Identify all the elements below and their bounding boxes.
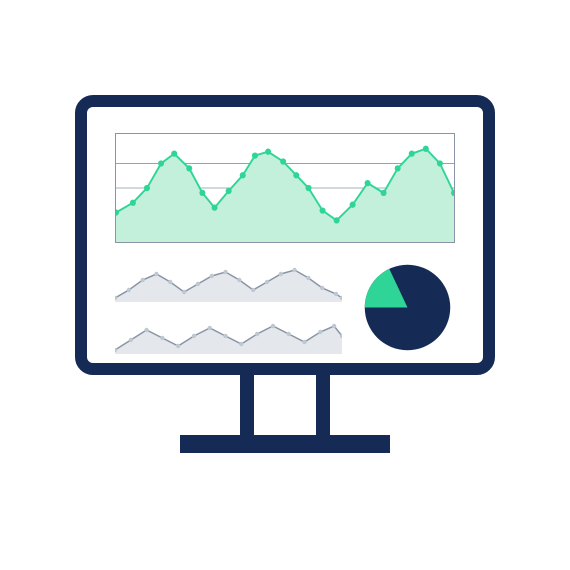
mini-area-chart-1: [115, 260, 342, 302]
main-area-chart: [115, 133, 455, 243]
bottom-row: [115, 257, 455, 357]
pie-chart: [360, 260, 455, 355]
screen-content: [99, 119, 471, 351]
mini-area-chart-2: [115, 312, 342, 354]
monitor-stand-neck: [240, 375, 330, 440]
dashboard-monitor-icon: [75, 95, 495, 475]
mini-charts-column: [115, 260, 342, 354]
monitor-stand-base: [180, 435, 390, 453]
monitor-screen-frame: [75, 95, 495, 375]
